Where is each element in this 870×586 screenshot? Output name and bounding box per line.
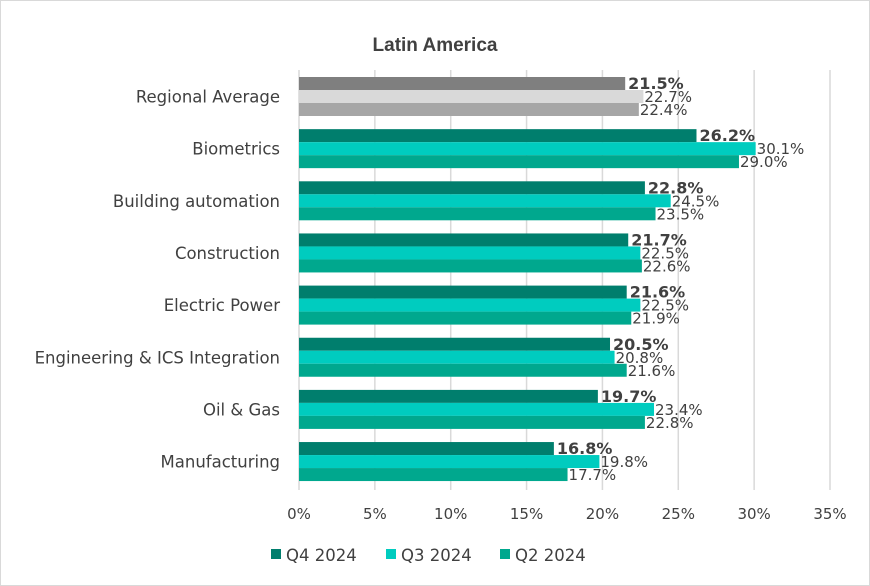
- legend-label: Q4 2024: [286, 546, 357, 565]
- bar: [299, 415, 645, 429]
- data-label: 30.1%: [757, 140, 805, 158]
- bar: [299, 233, 629, 247]
- category-label: Biometrics: [192, 140, 280, 159]
- bar: [299, 311, 632, 325]
- data-label: 22.8%: [648, 178, 704, 197]
- legend: Q4 2024 Q3 2024 Q2 2024: [271, 546, 586, 565]
- data-label: 22.4%: [640, 101, 688, 119]
- data-label: 22.5%: [641, 297, 689, 315]
- x-tick-label: 0%: [287, 505, 311, 523]
- x-tick-label: 20%: [586, 505, 619, 523]
- bar: [299, 259, 642, 273]
- bar: [299, 298, 641, 312]
- data-label: 23.4%: [655, 401, 703, 419]
- data-label: 21.9%: [632, 310, 680, 328]
- category-label: Manufacturing: [161, 453, 280, 472]
- category-label: Regional Average: [136, 88, 280, 107]
- data-label: 20.8%: [616, 349, 664, 367]
- data-label: 17.7%: [569, 466, 617, 484]
- data-label: 20.5%: [613, 335, 669, 354]
- category-label: Construction: [175, 244, 280, 263]
- bars: [299, 77, 756, 482]
- x-tick-label: 30%: [737, 505, 770, 523]
- legend-swatch: [271, 549, 281, 559]
- bar: [299, 442, 554, 456]
- bar: [299, 90, 644, 103]
- bar: [299, 285, 627, 299]
- data-label: 29.0%: [740, 153, 788, 171]
- data-label: 21.5%: [628, 74, 684, 93]
- data-label: 26.2%: [699, 126, 755, 145]
- x-tick-label: 5%: [363, 505, 387, 523]
- chart-title: Latin America: [373, 35, 498, 56]
- data-label: 16.8%: [557, 439, 613, 458]
- category-label: Building automation: [113, 192, 280, 211]
- x-axis-ticks: 0% 5% 10% 15% 20% 25% 30% 35%: [287, 505, 847, 523]
- data-label: 23.5%: [657, 205, 705, 223]
- bar: [299, 337, 611, 351]
- bar: [299, 155, 739, 169]
- x-tick-label: 25%: [662, 505, 695, 523]
- data-label: 21.6%: [630, 283, 686, 302]
- data-label: 21.7%: [631, 230, 687, 249]
- legend-swatch: [386, 549, 396, 559]
- legend-label: Q2 2024: [515, 546, 586, 565]
- legend-item: Q3 2024: [386, 546, 472, 565]
- data-label: 19.7%: [601, 387, 657, 406]
- category-label: Electric Power: [164, 296, 280, 315]
- data-label: 19.8%: [600, 453, 648, 471]
- bar: [299, 350, 615, 364]
- bar: [299, 194, 671, 208]
- data-label: 21.6%: [628, 362, 676, 380]
- bar: [299, 246, 641, 260]
- x-tick-label: 10%: [434, 505, 467, 523]
- bar: [299, 402, 655, 416]
- bar: [299, 142, 756, 156]
- data-label: 22.7%: [644, 88, 692, 106]
- data-label: 24.5%: [672, 192, 720, 210]
- bar: [299, 181, 645, 195]
- bar: [299, 129, 697, 143]
- x-tick-label: 35%: [813, 505, 846, 523]
- bar: [299, 207, 656, 221]
- legend-label: Q3 2024: [401, 546, 472, 565]
- legend-item: Q4 2024: [271, 546, 357, 565]
- bar: [299, 77, 626, 90]
- data-label: 22.5%: [641, 244, 689, 262]
- category-label: Engineering & ICS Integration: [35, 348, 280, 367]
- bar: [299, 103, 639, 116]
- bar: [299, 468, 568, 482]
- data-label: 22.6%: [643, 257, 691, 275]
- data-label: 22.8%: [646, 414, 694, 432]
- bar: [299, 363, 627, 377]
- y-axis-categories: Regional Average Biometrics Building autom…: [35, 88, 281, 472]
- bar: [299, 389, 598, 403]
- x-tick-label: 15%: [510, 505, 543, 523]
- legend-item: Q2 2024: [500, 546, 586, 565]
- data-labels: 21.5%22.7%22.4%26.2%30.1%29.0%22.8%24.5%…: [557, 74, 804, 484]
- category-label: Oil & Gas: [203, 400, 280, 419]
- legend-swatch: [500, 549, 510, 559]
- bar: [299, 455, 600, 469]
